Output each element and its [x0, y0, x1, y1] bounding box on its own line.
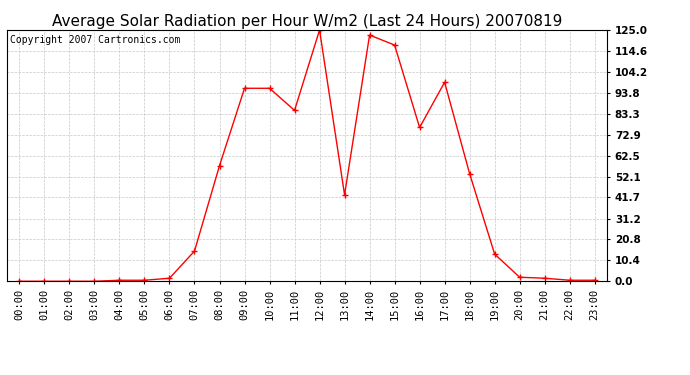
Text: Copyright 2007 Cartronics.com: Copyright 2007 Cartronics.com: [10, 35, 180, 45]
Title: Average Solar Radiation per Hour W/m2 (Last 24 Hours) 20070819: Average Solar Radiation per Hour W/m2 (L…: [52, 14, 562, 29]
